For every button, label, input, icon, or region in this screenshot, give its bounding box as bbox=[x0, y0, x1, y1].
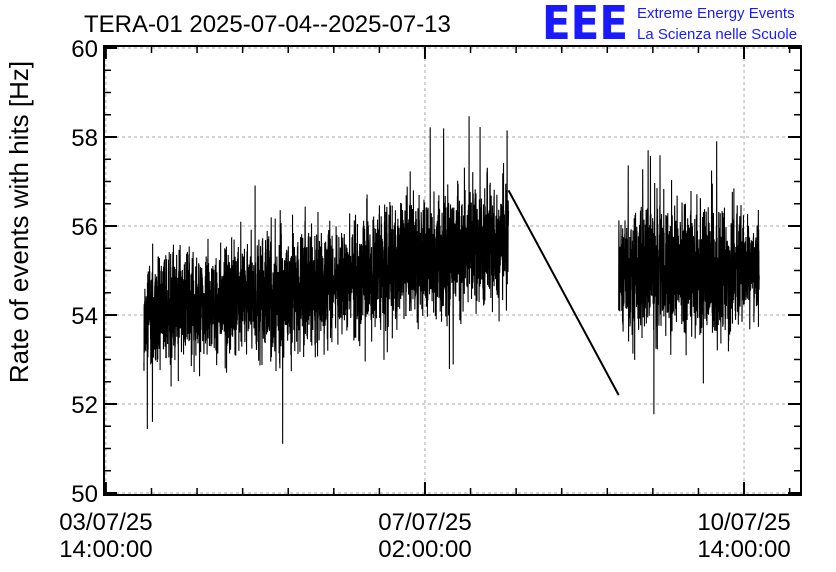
logo-line-2: La Scienza nelle Scuole bbox=[637, 26, 797, 43]
series-segment-1 bbox=[143, 116, 510, 444]
y-tick-label: 54 bbox=[71, 303, 98, 330]
x-tick-label-date: 07/07/25 bbox=[378, 509, 471, 536]
x-tick-label-date: 03/07/25 bbox=[59, 509, 152, 536]
x-tick-label-time: 14:00:00 bbox=[59, 536, 152, 563]
y-tick-label: 52 bbox=[71, 392, 98, 419]
x-tick-label-time: 02:00:00 bbox=[378, 536, 471, 563]
chart-title: TERA-01 2025-07-04--2025-07-13 bbox=[84, 11, 451, 38]
y-tick-label: 56 bbox=[71, 214, 98, 241]
eee-logo: EEE Extreme Energy Events La Scienza nel… bbox=[542, 0, 797, 50]
data-series bbox=[143, 116, 760, 444]
x-axis: 03/07/2514:00:0007/07/2502:00:0010/07/25… bbox=[59, 46, 791, 563]
y-axis-title: Rate of events with hits [Hz] bbox=[4, 61, 34, 383]
x-tick-label-date: 10/07/25 bbox=[697, 509, 790, 536]
y-axis: 50 52 54 56 58 60 bbox=[71, 36, 801, 508]
y-tick-label: 60 bbox=[71, 36, 98, 63]
x-tick-label-time: 14:00:00 bbox=[697, 536, 790, 563]
y-tick-label: 58 bbox=[71, 125, 98, 152]
series-segment-2 bbox=[618, 141, 760, 415]
gap-connector-line bbox=[507, 189, 620, 396]
y-tick-label: 50 bbox=[71, 481, 98, 508]
logo-line-1: Extreme Energy Events bbox=[637, 5, 795, 22]
logo-mark: EEE bbox=[542, 0, 628, 50]
